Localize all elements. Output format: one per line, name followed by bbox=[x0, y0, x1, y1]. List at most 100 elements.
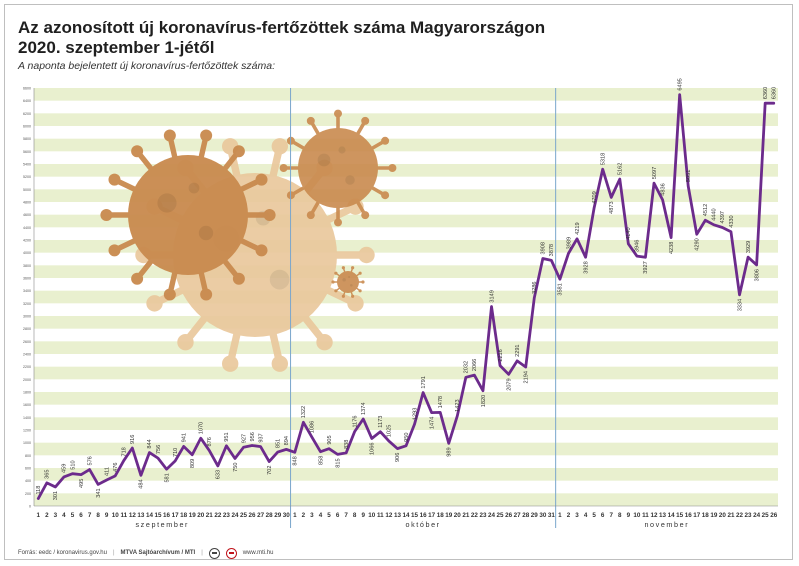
x-tick-label: 5 bbox=[327, 512, 331, 519]
x-tick-label: 23 bbox=[223, 512, 231, 519]
data-label: 1066 bbox=[370, 442, 376, 454]
x-tick-label: 15 bbox=[411, 512, 419, 519]
virus-spike-tip bbox=[271, 355, 289, 372]
data-point bbox=[328, 447, 330, 450]
data-label: 3929 bbox=[746, 241, 752, 253]
data-label: 576 bbox=[87, 456, 93, 465]
x-tick-label: 17 bbox=[172, 512, 180, 519]
data-point bbox=[721, 226, 724, 229]
x-tick-label: 1 bbox=[293, 512, 297, 519]
data-point bbox=[447, 442, 450, 445]
virus-spot bbox=[338, 146, 346, 154]
data-point bbox=[653, 182, 655, 185]
data-point bbox=[473, 374, 476, 377]
data-label: 4397 bbox=[720, 211, 726, 223]
virus-spot bbox=[157, 193, 177, 213]
data-point bbox=[550, 259, 553, 262]
virus-spike-tip bbox=[334, 218, 342, 227]
virus-spike-tip bbox=[351, 294, 355, 298]
x-tick-label: 9 bbox=[361, 512, 365, 519]
virus-spike-tip bbox=[381, 136, 390, 145]
data-label: 1322 bbox=[301, 406, 307, 418]
virus-spike-tip bbox=[358, 246, 375, 264]
data-label: 6360 bbox=[763, 87, 769, 99]
data-point bbox=[345, 452, 348, 454]
x-tick-label: 15 bbox=[154, 512, 162, 519]
chart-title: Az azonosított új koronavírus-fertőzötte… bbox=[18, 18, 618, 58]
x-tick-label: 1 bbox=[37, 512, 41, 519]
x-tick-label: 4 bbox=[319, 512, 323, 519]
x-tick-label: 14 bbox=[668, 512, 676, 519]
data-label: 633 bbox=[216, 470, 222, 479]
footer: Forrás: eedc / koronavirus.gov.hu | MTVA… bbox=[18, 546, 273, 560]
x-tick-label: 25 bbox=[762, 512, 770, 519]
virus-spike-tip bbox=[361, 280, 365, 284]
x-tick-label: 20 bbox=[719, 512, 727, 519]
x-tick-label: 23 bbox=[745, 512, 753, 519]
data-point bbox=[88, 468, 91, 471]
data-label: 5162 bbox=[618, 163, 624, 175]
virus-spike-tip bbox=[163, 288, 176, 301]
virus-spike-tip bbox=[334, 289, 338, 293]
data-label: 495 bbox=[79, 479, 85, 488]
x-tick-label: 18 bbox=[702, 512, 710, 519]
data-point bbox=[63, 476, 65, 478]
data-label: 927 bbox=[241, 434, 247, 443]
x-tick-label: 14 bbox=[146, 512, 154, 519]
data-point bbox=[71, 472, 74, 475]
data-point bbox=[336, 453, 339, 456]
x-tick-label: 19 bbox=[445, 512, 453, 519]
y-tick-label: 200 bbox=[25, 492, 31, 496]
data-label: 411 bbox=[104, 467, 110, 476]
data-label: 301 bbox=[53, 491, 59, 500]
y-tick-label: 6600 bbox=[23, 87, 31, 91]
y-tick-label: 3200 bbox=[23, 302, 31, 306]
virus-spike-tip bbox=[108, 244, 121, 257]
x-tick-label: 2 bbox=[567, 512, 571, 519]
y-tick-label: 4800 bbox=[23, 201, 31, 205]
data-point bbox=[593, 206, 596, 209]
x-tick-label: 13 bbox=[659, 512, 667, 519]
y-tick-label: 2400 bbox=[23, 353, 31, 357]
virus-spike-tip bbox=[306, 211, 315, 220]
data-label: 844 bbox=[147, 439, 153, 448]
stripe bbox=[34, 290, 778, 304]
data-label: 815 bbox=[335, 458, 341, 467]
data-point bbox=[524, 366, 527, 368]
virus-spike-tip bbox=[255, 173, 268, 186]
data-label: 941 bbox=[181, 433, 187, 442]
x-axis: 1 2 3 4 5 6 7 8 9 10 11 12 13 14 15 16 17 18 19 20 21 22 23 24 2… bbox=[34, 505, 778, 529]
stripe bbox=[34, 468, 778, 481]
data-label: 3334 bbox=[737, 299, 743, 311]
data-point bbox=[216, 465, 219, 467]
data-point bbox=[268, 460, 271, 463]
virus-spike-tip bbox=[177, 333, 194, 351]
data-label: 581 bbox=[164, 473, 170, 482]
data-label: 4330 bbox=[729, 215, 735, 227]
data-point bbox=[396, 447, 399, 450]
virus-spot bbox=[345, 175, 355, 185]
data-label: 1176 bbox=[352, 415, 358, 427]
x-tick-label: 20 bbox=[454, 512, 462, 519]
x-tick-label: 8 bbox=[96, 512, 100, 519]
x-tick-label: 26 bbox=[505, 512, 513, 519]
x-tick-label: 7 bbox=[88, 512, 92, 519]
data-point bbox=[678, 93, 681, 96]
data-label: 4140 bbox=[626, 227, 632, 239]
x-tick-label: 3 bbox=[54, 512, 58, 519]
virus-spot bbox=[349, 283, 353, 287]
virus-spike-tip bbox=[358, 271, 362, 275]
data-label: 6360 bbox=[772, 87, 778, 99]
virus-spot bbox=[348, 276, 351, 279]
data-point bbox=[234, 457, 236, 460]
x-tick-label: 14 bbox=[402, 512, 410, 519]
x-tick-label: 21 bbox=[462, 512, 470, 519]
data-point bbox=[242, 446, 245, 449]
data-label: 916 bbox=[130, 435, 136, 444]
x-tick-label: 22 bbox=[214, 512, 222, 519]
data-label: 5318 bbox=[600, 153, 606, 165]
y-axis: 0 200 400 600 800 1000 1200 1400 1600 1800 2000 220… bbox=[23, 87, 35, 509]
data-point bbox=[601, 168, 604, 171]
data-label: 1293 bbox=[412, 408, 418, 420]
data-point bbox=[319, 450, 322, 453]
